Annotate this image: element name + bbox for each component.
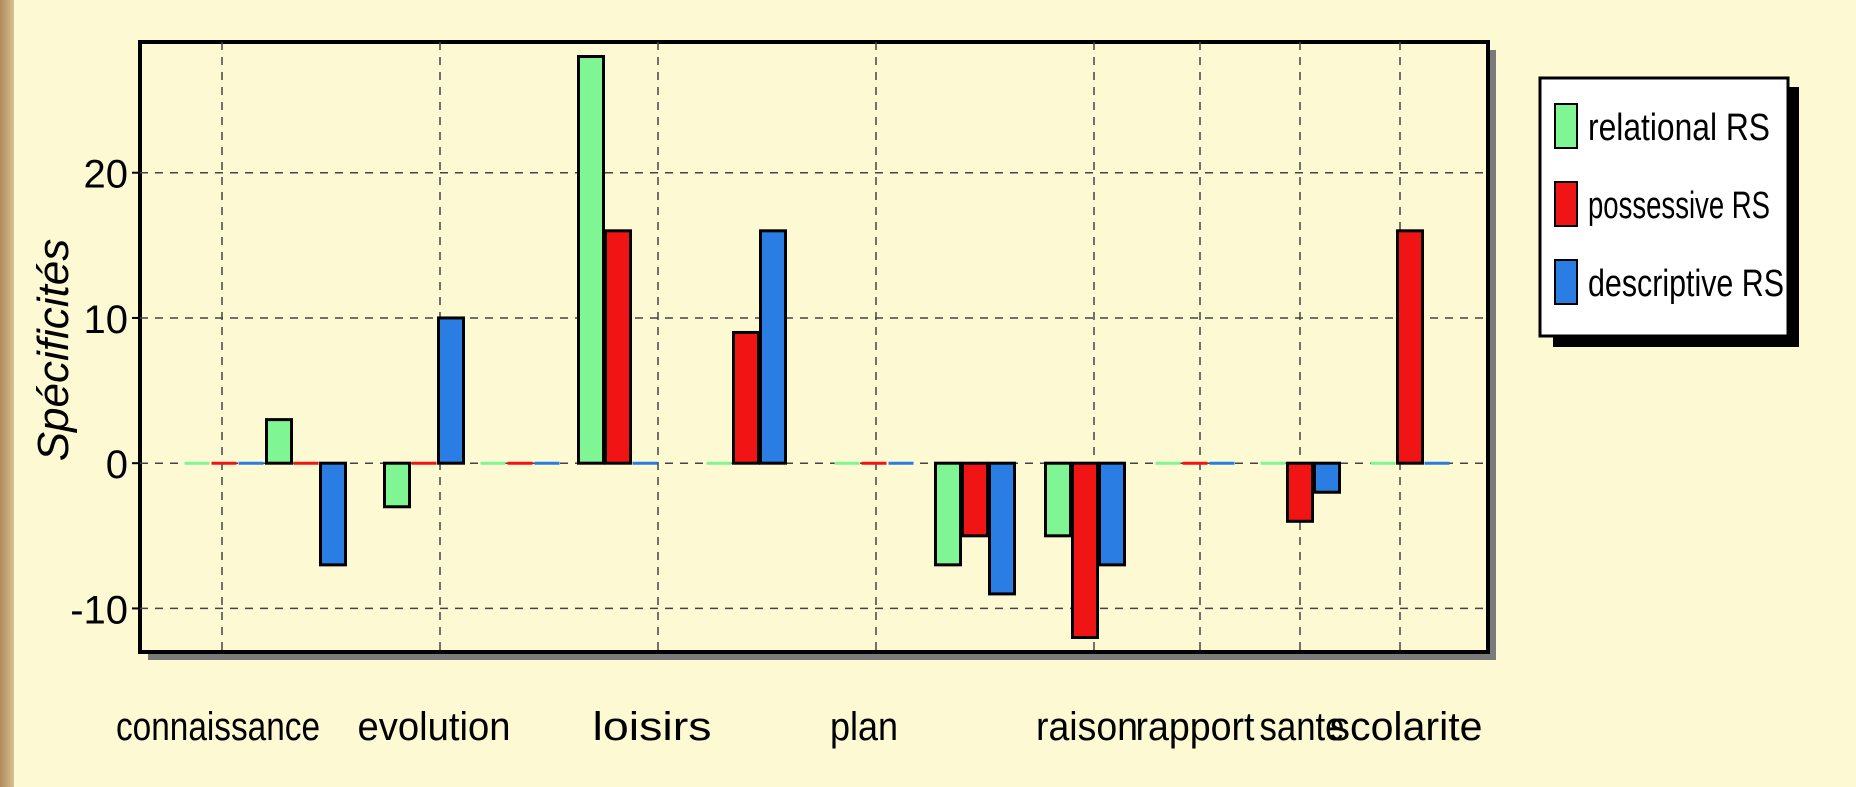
y-tick-label: 0 bbox=[106, 443, 128, 487]
y-ticks: -10 0 10 20 bbox=[70, 153, 140, 632]
legend-label: possessive RS bbox=[1588, 185, 1770, 227]
bar bbox=[961, 461, 989, 538]
x-tick-label: plan bbox=[830, 705, 898, 749]
x-tick-label: scolarite bbox=[1330, 705, 1483, 749]
x-tick-label: evolution bbox=[358, 705, 511, 749]
x-tick-label: raison bbox=[1036, 705, 1138, 749]
bar bbox=[1098, 461, 1126, 567]
bar bbox=[732, 330, 760, 465]
bars bbox=[184, 55, 1450, 639]
y-tick-label: -10 bbox=[70, 588, 128, 632]
bar bbox=[934, 461, 962, 567]
legend: relational RS possessive RS descriptive RS bbox=[1554, 103, 1784, 305]
x-tick-labels: connaissance evolution loisirs plan raisonra… bbox=[116, 705, 1483, 749]
legend-label: descriptive RS bbox=[1588, 263, 1784, 305]
y-axis-label: Spécificités bbox=[29, 239, 78, 462]
bar bbox=[1044, 461, 1072, 538]
legend-swatch bbox=[1554, 181, 1578, 227]
background-edge bbox=[0, 0, 14, 787]
bar bbox=[988, 461, 1016, 596]
bar bbox=[319, 461, 347, 567]
legend-label: relational RS bbox=[1588, 107, 1770, 149]
legend-box bbox=[1538, 76, 1790, 338]
x-tick-label: rapport bbox=[1136, 705, 1255, 749]
bar bbox=[577, 55, 605, 465]
bar bbox=[437, 316, 465, 465]
bar bbox=[383, 461, 411, 509]
y-tick-label: 20 bbox=[84, 153, 129, 197]
legend-swatch bbox=[1554, 259, 1578, 305]
bar bbox=[265, 418, 293, 465]
plot-area bbox=[138, 40, 1490, 654]
bar bbox=[1396, 229, 1424, 465]
bar bbox=[759, 229, 787, 465]
x-tick-label: connaissance bbox=[116, 705, 320, 749]
x-tick-label: loisirs bbox=[593, 705, 712, 749]
bar bbox=[604, 229, 632, 465]
legend-swatch bbox=[1554, 103, 1578, 149]
bar bbox=[1313, 461, 1341, 494]
y-tick-label: 10 bbox=[84, 298, 129, 342]
x-tick-label: sante bbox=[1260, 705, 1345, 749]
bar bbox=[1071, 461, 1099, 639]
bar bbox=[1286, 461, 1314, 523]
